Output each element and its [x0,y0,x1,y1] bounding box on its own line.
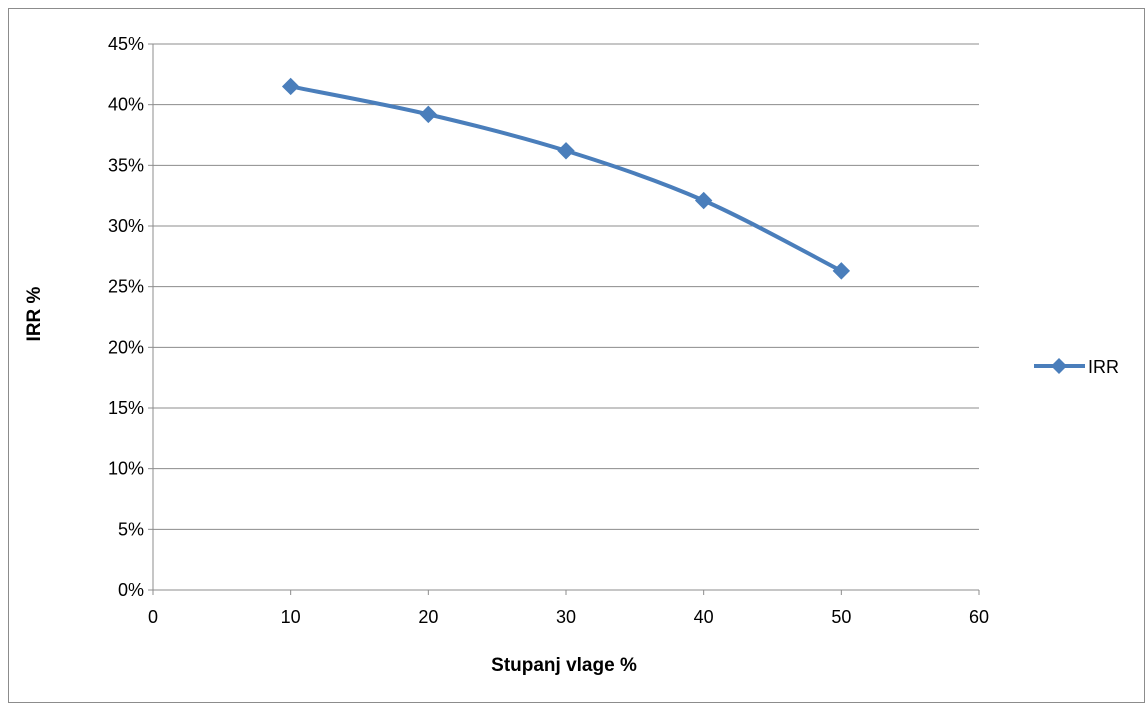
y-tick-label: 30% [108,216,144,236]
y-tick-label: 25% [108,277,144,297]
x-tick-label: 20 [418,607,438,627]
legend-label: IRR [1088,357,1119,377]
gridlines [153,43,979,530]
chart-frame [8,8,1145,703]
y-tick-label: 45% [108,34,144,54]
x-tick-label: 60 [969,607,989,627]
data-point-marker [832,262,851,280]
y-tick-label: 5% [118,519,144,539]
y-tick-label: 10% [108,459,144,479]
x-tick-label: 50 [831,607,851,627]
y-tick-label: 0% [118,580,144,600]
data-point-marker [419,105,438,124]
y-axis-title: IRR % [24,286,45,341]
series-line-irr [290,84,843,273]
y-tick-label: 40% [108,95,144,115]
y-tick-labels: 0% 5% 10% 15% 20% 25% 30% 35% 40% 45% [108,34,144,600]
series-layer [281,77,851,280]
x-tick-labels: 0 10 20 30 40 50 60 [148,607,989,627]
x-tick-label: 40 [694,607,714,627]
x-tick-label: 0 [148,607,158,627]
data-point-marker [281,77,300,96]
x-tick-label: 10 [281,607,301,627]
x-axis-title: Stupanj vlage % [491,655,637,676]
axes [148,43,980,595]
y-tick-label: 15% [108,398,144,418]
legend-series-marker [1051,358,1067,374]
data-point-marker [557,142,575,160]
y-tick-label: 20% [108,337,144,357]
y-tick-label: 35% [108,155,144,175]
data-point-marker [694,191,713,210]
legend: IRR [1034,357,1119,377]
x-tick-label: 30 [556,607,576,627]
